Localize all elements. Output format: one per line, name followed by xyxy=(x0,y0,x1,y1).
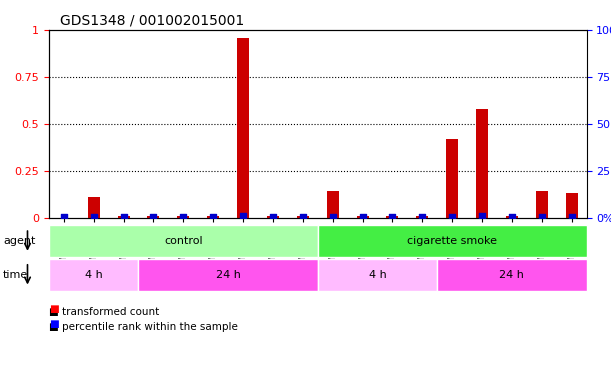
Text: agent: agent xyxy=(3,236,35,246)
Point xyxy=(477,213,487,219)
Point xyxy=(298,214,308,220)
Text: ■ transformed count: ■ transformed count xyxy=(49,307,159,317)
Point xyxy=(447,213,457,219)
Text: 4 h: 4 h xyxy=(85,270,103,280)
Point xyxy=(327,214,337,220)
Text: ■: ■ xyxy=(49,319,59,329)
Bar xyxy=(386,216,398,217)
Bar xyxy=(566,193,577,217)
Point xyxy=(537,214,547,220)
Bar xyxy=(357,216,368,217)
Text: 24 h: 24 h xyxy=(499,270,524,280)
Bar xyxy=(416,216,428,217)
Text: control: control xyxy=(164,236,203,246)
Bar xyxy=(267,216,279,217)
Point xyxy=(208,214,218,220)
Bar xyxy=(147,216,159,217)
Point xyxy=(59,214,68,220)
Point xyxy=(238,213,248,219)
Bar xyxy=(327,191,338,217)
Text: 4 h: 4 h xyxy=(368,270,386,280)
Bar xyxy=(117,216,130,217)
Point xyxy=(507,214,517,220)
Bar xyxy=(446,139,458,218)
Bar xyxy=(207,216,219,217)
Bar xyxy=(506,216,518,217)
Point xyxy=(387,214,397,220)
Text: GDS1348 / 001002015001: GDS1348 / 001002015001 xyxy=(60,13,244,27)
Bar xyxy=(177,216,189,217)
Text: ■: ■ xyxy=(49,304,59,314)
Point xyxy=(567,214,577,220)
Bar xyxy=(237,38,249,218)
Point xyxy=(178,214,188,220)
Bar xyxy=(88,197,100,217)
Point xyxy=(89,214,98,220)
Text: time: time xyxy=(3,270,28,280)
Bar xyxy=(297,216,309,217)
Point xyxy=(148,214,158,220)
Text: ■ percentile rank within the sample: ■ percentile rank within the sample xyxy=(49,322,238,332)
Text: cigarette smoke: cigarette smoke xyxy=(407,236,497,246)
Point xyxy=(417,214,427,220)
Point xyxy=(268,214,278,220)
Point xyxy=(357,214,367,220)
Text: 24 h: 24 h xyxy=(216,270,241,280)
Bar xyxy=(476,109,488,217)
Bar xyxy=(536,191,547,217)
Point xyxy=(119,214,128,220)
